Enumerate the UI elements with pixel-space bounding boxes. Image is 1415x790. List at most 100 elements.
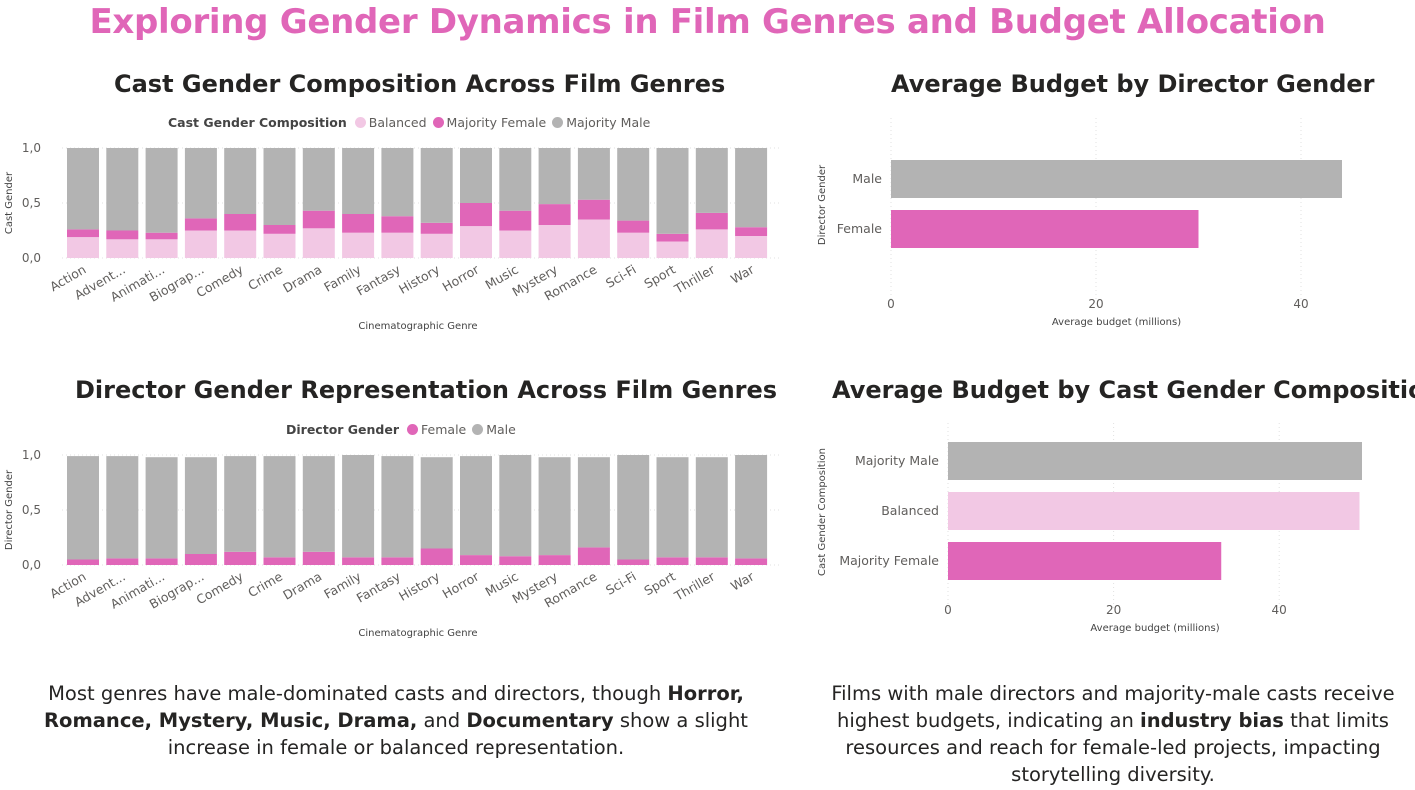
caption-text: that limits resources and reach for fema… [845,709,1389,786]
budget-cast-chart: 0 20 40 Majority Male Balanced Majority Femal… [817,423,1362,634]
cast-chart-legend: Cast Gender Composition Balanced Majorit… [168,115,656,130]
bar-male [656,457,689,558]
bar-female [145,558,178,565]
legend-dot [432,117,444,128]
bar-majority-male [577,148,610,200]
bar-male [263,456,296,558]
legend-item-majority-female[interactable]: Majority Female [432,115,547,130]
bar-female [420,548,453,565]
right-caption: Films with male directors and majority-m… [808,680,1415,788]
x-tick-label: Crime [245,568,285,600]
cast-chart-title: Cast Gender Composition Across Film Genr… [114,70,726,98]
legend-item-balanced[interactable]: Balanced [354,115,427,130]
bar-male [499,455,532,557]
bar-balanced [106,239,139,258]
bar-female [106,558,139,565]
bar-majority-female [695,212,728,230]
legend-title: Director Gender [286,422,400,437]
x-tick-label: Thriller [671,568,718,604]
legend-dot [407,424,419,435]
bar-male [617,455,650,560]
bar-female [499,556,532,565]
bar-majority-male [145,148,178,233]
bar-majority-male [656,148,689,234]
director-chart-title: Director Gender Representation Across Fi… [75,376,778,404]
legend-label: Balanced [368,115,427,130]
legend-label: Majority Male [566,115,651,130]
bar-female [184,554,217,565]
y-tick-label: Male [852,171,882,186]
bar-balanced [538,225,571,258]
bar-majority-female [948,542,1222,580]
bar-male [224,456,257,552]
x-tick-label: Fantasy [354,261,404,298]
y-tick-label: 1,0 [22,141,41,155]
legend-item-male[interactable]: Male [472,422,516,437]
bar-balanced [656,241,689,258]
legend-label: Majority Female [446,115,547,130]
bar-majority-male [617,148,650,221]
bar-male [106,456,139,559]
caption-text: and [417,709,467,732]
bar-female [891,210,1199,248]
bar-balanced [735,236,768,258]
y-tick-label: 1,0 [22,448,41,462]
bar-majority-female [656,233,689,242]
y-tick-label: 0,5 [22,196,41,210]
x-tick-label: 20 [1088,297,1103,311]
bar-majority-female [106,230,139,240]
x-tick-label: Horror [440,568,483,601]
bar-majority-female [538,204,571,225]
bar-majority-male [735,148,768,228]
bar-majority-male [948,442,1362,480]
budget-cast-title: Average Budget by Cast Gender Compositio… [832,376,1415,404]
bar-majority-female [342,214,375,233]
bar-majority-female [577,199,610,220]
bar-majority-male [460,148,492,203]
y-tick-label: Female [837,221,883,236]
x-tick-label: War [728,568,757,594]
y-tick-label: Majority Female [839,553,939,568]
bar-balanced [617,232,650,258]
legend-item-majority-male[interactable]: Majority Male [552,115,650,130]
bar-balanced [499,230,532,258]
page-title: Exploring Gender Dynamics in Film Genres… [89,2,1326,42]
bar-female [695,557,728,565]
x-tick-label: Sci-Fi [603,569,639,598]
bar-male [67,456,99,560]
caption-bold: Documentary [466,709,614,732]
bar-majority-male [106,148,139,231]
bar-female [538,555,571,565]
caption-text: Films with male directors and majority-m… [831,682,1395,732]
x-tick-label: 0 [944,603,952,617]
x-axis-label: Average budget (millions) [1090,623,1219,634]
bar-majority-male [67,148,99,230]
legend-dot [472,424,484,435]
y-tick-label: Majority Male [855,453,939,468]
legend-title: Cast Gender Composition [168,115,347,130]
bar-female [263,557,296,565]
x-tick-label: 0 [887,297,895,311]
bar-female [617,559,650,565]
bar-male [381,456,414,558]
bar-male [735,455,768,559]
bar-majority-male [342,148,375,214]
bar-balanced [420,233,453,258]
bar-majority-female [224,214,257,231]
bar-balanced [342,232,375,258]
legend-item-female[interactable]: Female [407,422,466,437]
legend-label: Male [486,422,516,437]
caption-bold: Horror, Romance, Mystery, Music, Drama, [44,682,744,732]
left-caption: Most genres have male-dominated casts an… [10,680,782,761]
bar-male [145,457,178,559]
bar-majority-female [460,203,492,227]
bar-balanced [145,239,178,258]
budget-director-chart: 0 20 40 Male Female Average budget (millions)… [817,118,1342,328]
bar-male [184,457,217,554]
bar-majority-female [67,229,99,238]
bar-female [577,547,610,565]
bar-female [302,551,335,565]
x-tick-label: Crime [245,261,285,293]
